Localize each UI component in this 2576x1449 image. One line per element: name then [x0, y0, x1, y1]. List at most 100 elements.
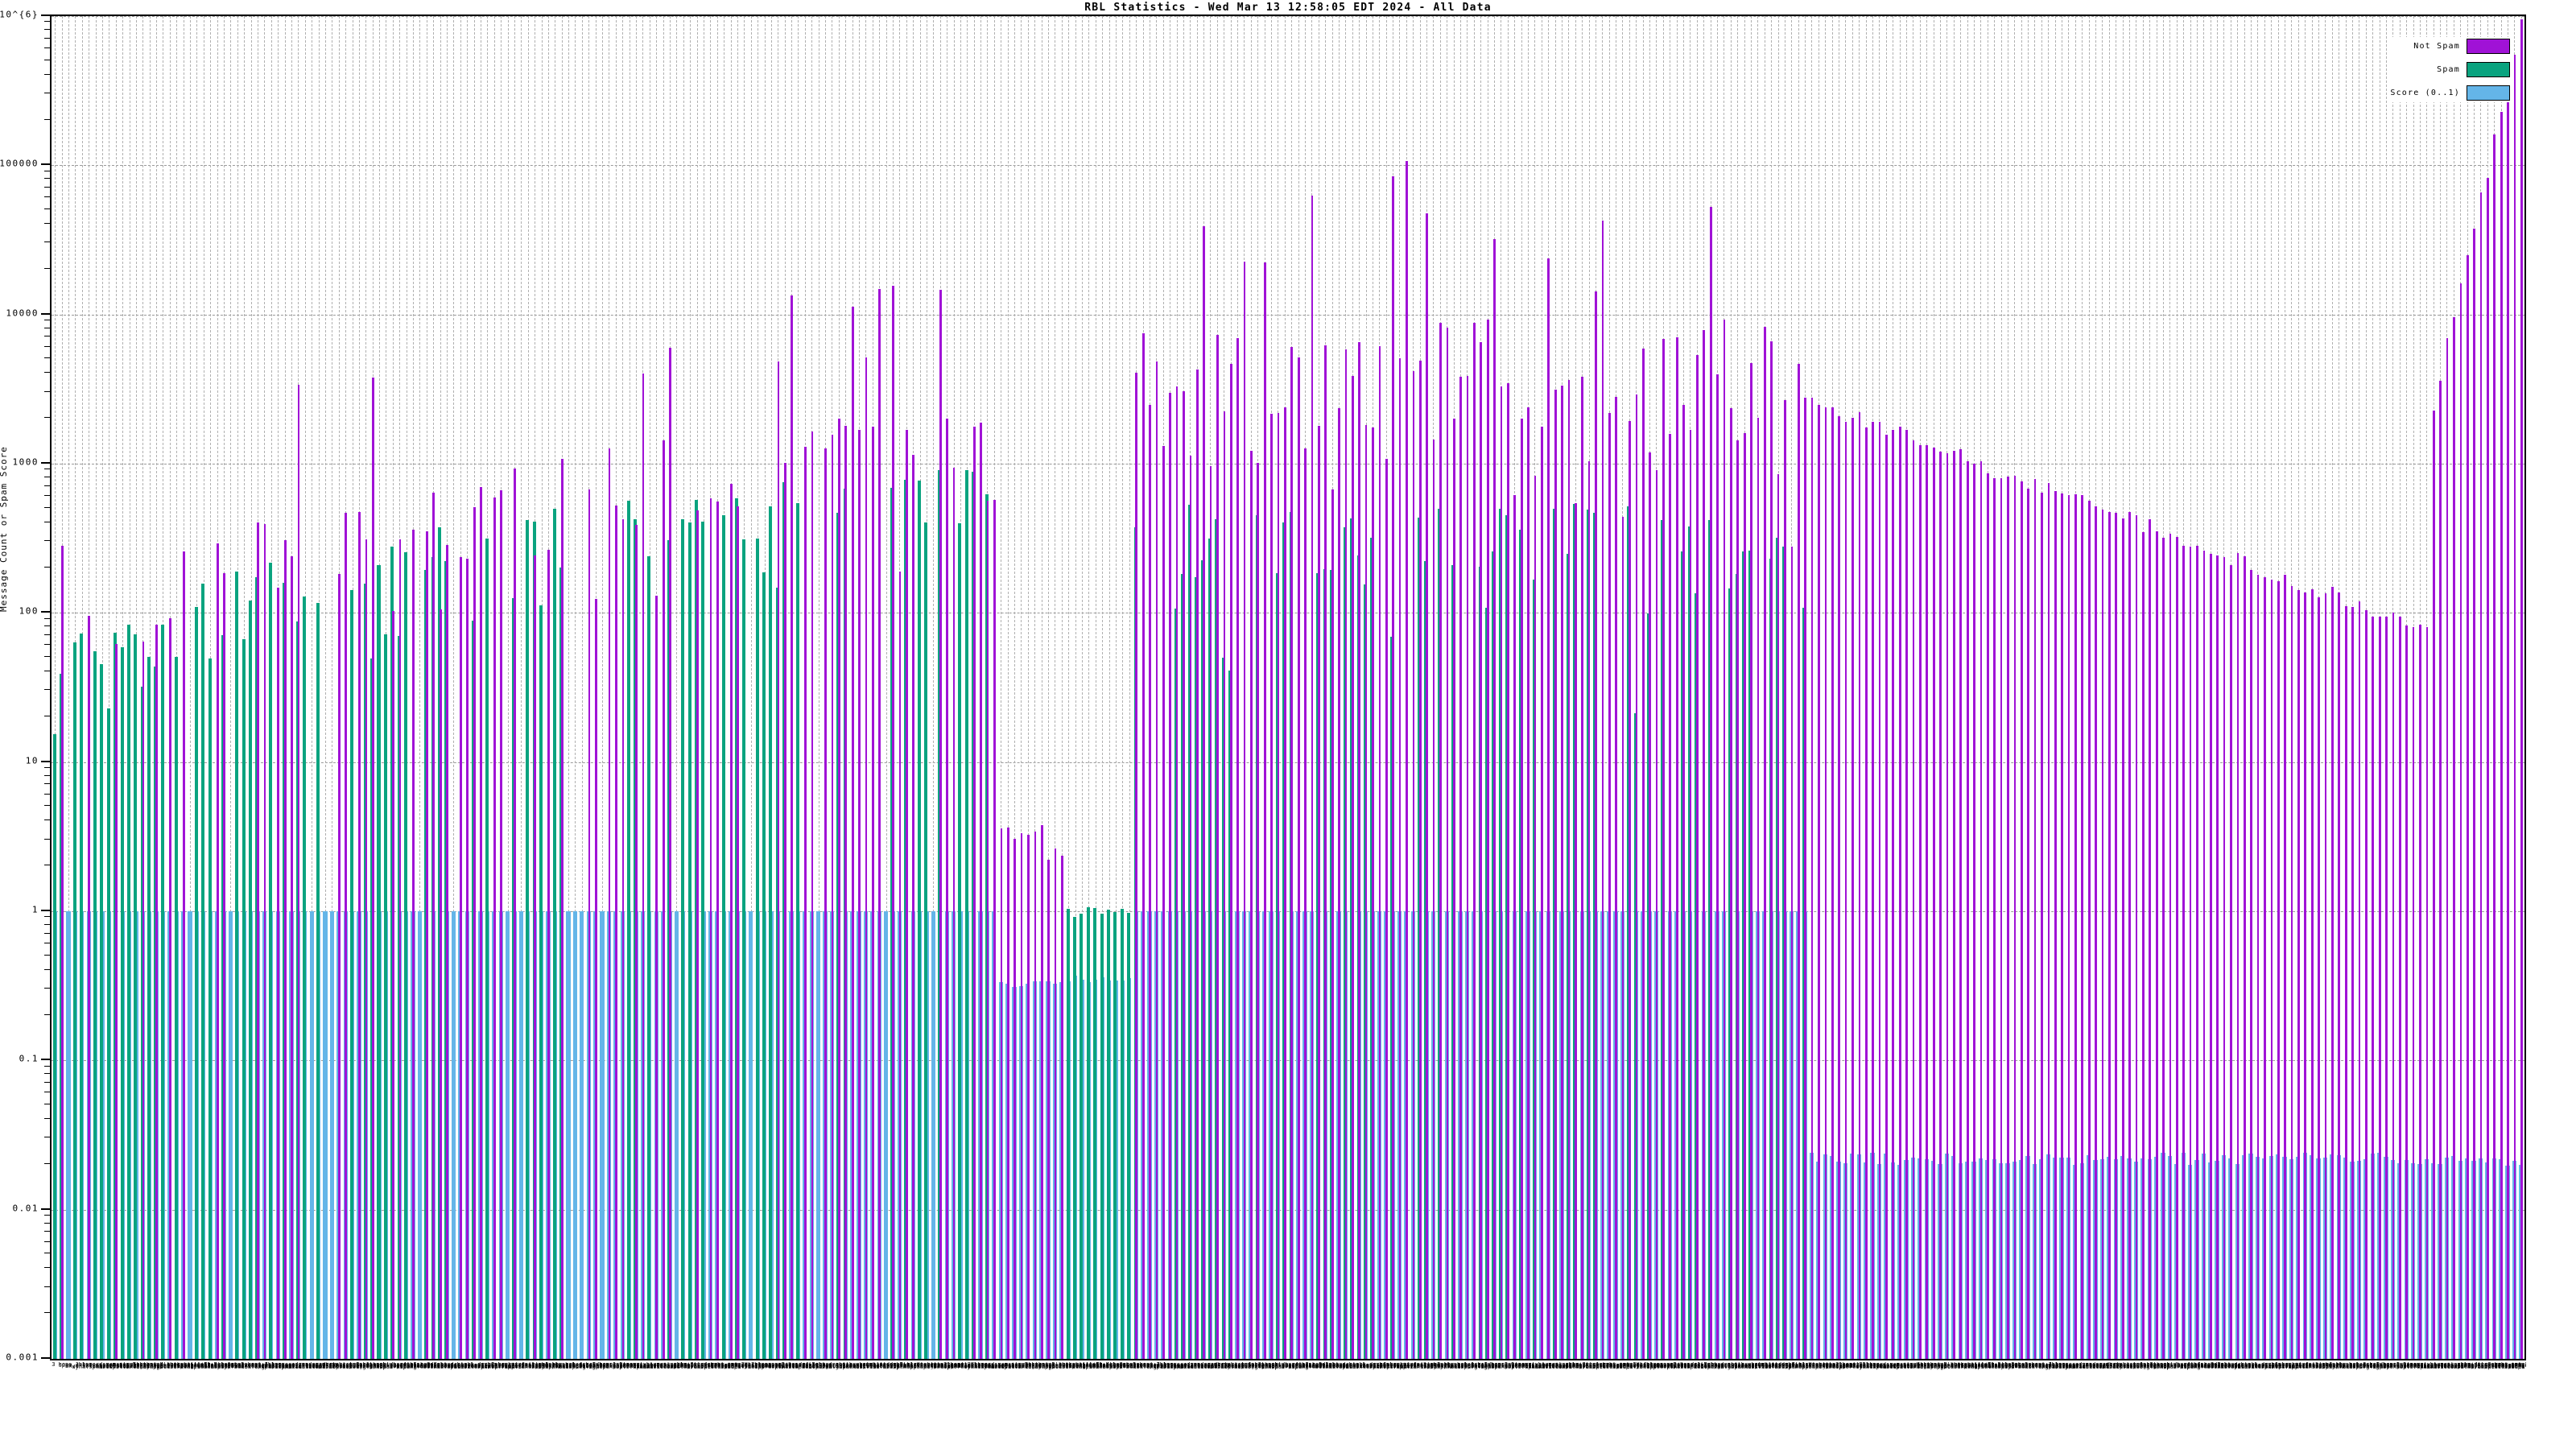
- bar-group[interactable]: [1883, 16, 1889, 1359]
- bar-group[interactable]: [1092, 16, 1099, 1359]
- bar-group[interactable]: [2295, 16, 2301, 1359]
- bar-group[interactable]: [2065, 16, 2071, 1359]
- bar-group[interactable]: [470, 16, 477, 1359]
- bar-group[interactable]: [436, 16, 443, 1359]
- bar-group[interactable]: [815, 16, 821, 1359]
- bar-group[interactable]: [99, 16, 105, 1359]
- bar-group[interactable]: [903, 16, 910, 1359]
- bar-group[interactable]: [133, 16, 139, 1359]
- bar-group[interactable]: [619, 16, 625, 1359]
- bar-group[interactable]: [2214, 16, 2220, 1359]
- bar-group[interactable]: [159, 16, 166, 1359]
- bar-group[interactable]: [1579, 16, 1585, 1359]
- bar-group[interactable]: [1294, 16, 1301, 1359]
- bar-group[interactable]: [2457, 16, 2463, 1359]
- bar-group[interactable]: [971, 16, 977, 1359]
- bar-group[interactable]: [1971, 16, 1977, 1359]
- bar-group[interactable]: [714, 16, 720, 1359]
- bar-group[interactable]: [625, 16, 632, 1359]
- bar-group[interactable]: [984, 16, 990, 1359]
- bar-group[interactable]: [2186, 16, 2193, 1359]
- bar-group[interactable]: [234, 16, 241, 1359]
- bar-group[interactable]: [836, 16, 842, 1359]
- bar-group[interactable]: [2106, 16, 2112, 1359]
- bar-group[interactable]: [2072, 16, 2079, 1359]
- bar-group[interactable]: [390, 16, 396, 1359]
- bar-group[interactable]: [275, 16, 281, 1359]
- bar-group[interactable]: [559, 16, 565, 1359]
- bar-group[interactable]: [2349, 16, 2355, 1359]
- bar-group[interactable]: [308, 16, 315, 1359]
- bar-group[interactable]: [822, 16, 828, 1359]
- bar-group[interactable]: [693, 16, 700, 1359]
- bar-group[interactable]: [2443, 16, 2450, 1359]
- bar-group[interactable]: [930, 16, 936, 1359]
- bar-group[interactable]: [2153, 16, 2159, 1359]
- bar-group[interactable]: [2200, 16, 2207, 1359]
- bar-group[interactable]: [1477, 16, 1484, 1359]
- bar-group[interactable]: [2518, 16, 2524, 1359]
- bar-group[interactable]: [2180, 16, 2186, 1359]
- bar-group[interactable]: [2194, 16, 2200, 1359]
- bar-group[interactable]: [1085, 16, 1092, 1359]
- bar-group[interactable]: [734, 16, 741, 1359]
- bar-group[interactable]: [1694, 16, 1700, 1359]
- bar-group[interactable]: [315, 16, 321, 1359]
- bar-group[interactable]: [72, 16, 78, 1359]
- bar-group[interactable]: [545, 16, 551, 1359]
- bar-group[interactable]: [1416, 16, 1422, 1359]
- bar-group[interactable]: [1531, 16, 1538, 1359]
- bar-group[interactable]: [402, 16, 409, 1359]
- bar-group[interactable]: [1585, 16, 1591, 1359]
- bar-group[interactable]: [1308, 16, 1315, 1359]
- bar-group[interactable]: [1389, 16, 1396, 1359]
- bar-group[interactable]: [1937, 16, 1943, 1359]
- bar-group[interactable]: [113, 16, 119, 1359]
- bar-group[interactable]: [1572, 16, 1579, 1359]
- bar-group[interactable]: [1214, 16, 1220, 1359]
- bar-group[interactable]: [180, 16, 186, 1359]
- bar-group[interactable]: [687, 16, 693, 1359]
- bar-group[interactable]: [1302, 16, 1308, 1359]
- bar-group[interactable]: [2085, 16, 2091, 1359]
- bar-group[interactable]: [2450, 16, 2457, 1359]
- bar-group[interactable]: [1105, 16, 1112, 1359]
- bar-group[interactable]: [1612, 16, 1619, 1359]
- bar-group[interactable]: [781, 16, 787, 1359]
- bar-group[interactable]: [1241, 16, 1247, 1359]
- bar-group[interactable]: [147, 16, 153, 1359]
- bar-group[interactable]: [774, 16, 781, 1359]
- bar-group[interactable]: [2038, 16, 2045, 1359]
- bar-group[interactable]: [1059, 16, 1065, 1359]
- bar-group[interactable]: [1268, 16, 1274, 1359]
- bar-group[interactable]: [1889, 16, 1896, 1359]
- bar-group[interactable]: [1051, 16, 1058, 1359]
- bar-group[interactable]: [2288, 16, 2294, 1359]
- bar-group[interactable]: [2383, 16, 2389, 1359]
- bar-group[interactable]: [2254, 16, 2260, 1359]
- bar-group[interactable]: [261, 16, 267, 1359]
- bar-group[interactable]: [1633, 16, 1639, 1359]
- bar-group[interactable]: [1025, 16, 1031, 1359]
- bar-group[interactable]: [119, 16, 126, 1359]
- bar-group[interactable]: [565, 16, 572, 1359]
- bar-group[interactable]: [518, 16, 524, 1359]
- bar-group[interactable]: [444, 16, 450, 1359]
- bar-group[interactable]: [1835, 16, 1842, 1359]
- bar-group[interactable]: [1700, 16, 1707, 1359]
- bar-group[interactable]: [2437, 16, 2443, 1359]
- bar-group[interactable]: [356, 16, 362, 1359]
- bar-group[interactable]: [2491, 16, 2497, 1359]
- bar-group[interactable]: [1045, 16, 1051, 1359]
- bar-group[interactable]: [187, 16, 193, 1359]
- bar-group[interactable]: [328, 16, 335, 1359]
- bar-group[interactable]: [1457, 16, 1463, 1359]
- bar-group[interactable]: [788, 16, 795, 1359]
- bar-group[interactable]: [2140, 16, 2146, 1359]
- bar-group[interactable]: [2274, 16, 2281, 1359]
- bar-group[interactable]: [680, 16, 687, 1359]
- bar-group[interactable]: [1166, 16, 1173, 1359]
- bar-group[interactable]: [613, 16, 619, 1359]
- bar-group[interactable]: [848, 16, 855, 1359]
- bar-group[interactable]: [2234, 16, 2240, 1359]
